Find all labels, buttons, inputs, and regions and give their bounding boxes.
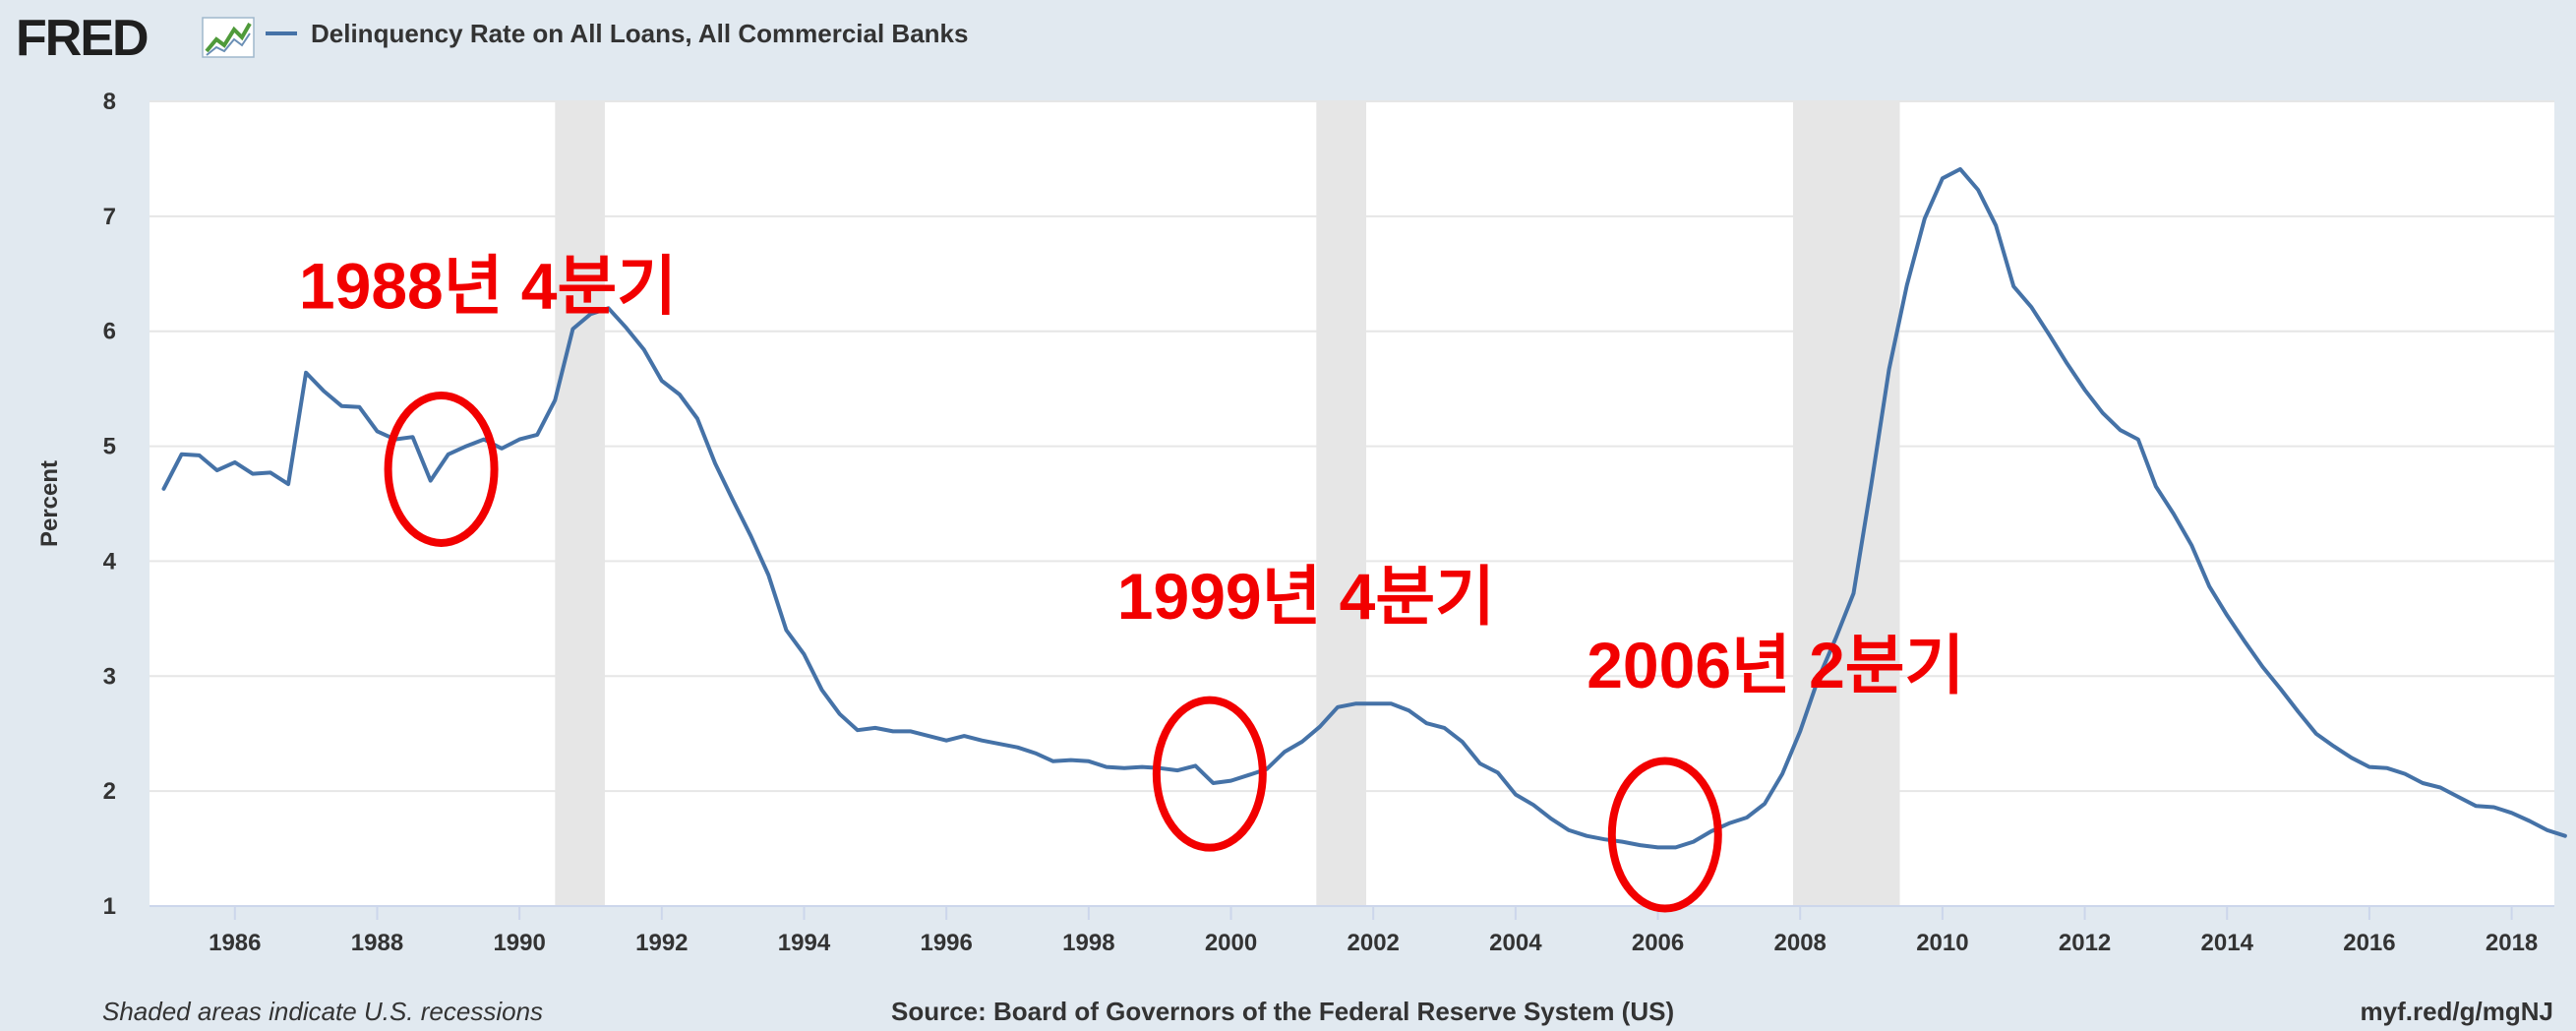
- recession-band: [1316, 101, 1366, 906]
- x-tick-label: 1992: [635, 930, 688, 956]
- series-layer: [161, 166, 2567, 850]
- x-tick-label: 1988: [351, 930, 403, 956]
- fred-logo-graph-icon: [202, 17, 255, 58]
- annotations: 1988년 4분기 1999년 4분기 2006년 2분기: [299, 249, 1964, 913]
- annotation-label: 1999년 4분기: [1117, 560, 1495, 633]
- recession-band: [555, 101, 605, 906]
- short-link[interactable]: myf.red/g/mgNJ: [2361, 997, 2554, 1026]
- legend: Delinquency Rate on All Loans, All Comme…: [266, 19, 968, 48]
- x-axis-ticks: 1986 1988 1990 1992 1994 1996 1998 2000 2002 2004…: [209, 906, 2538, 956]
- x-tick-label: 1998: [1062, 930, 1114, 956]
- y-axis-ticks: 1 2 3 4 5 6 7 8: [103, 89, 117, 920]
- x-tick-label: 1990: [493, 930, 545, 956]
- annotation-circle: [1607, 757, 1722, 913]
- y-tick-label: 2: [103, 778, 116, 805]
- x-tick-label: 1986: [209, 930, 261, 956]
- x-tick-label: 2010: [1916, 930, 1968, 956]
- fred-logo[interactable]: FRED: [16, 10, 255, 67]
- y-tick-label: 7: [103, 204, 116, 230]
- y-tick-label: 6: [103, 319, 116, 345]
- recession-band: [1792, 101, 1900, 906]
- recession-note: Shaded areas indicate U.S. recessions: [102, 997, 543, 1026]
- x-tick-label: 2006: [1632, 930, 1684, 956]
- annotation-label: 1988년 4분기: [299, 249, 677, 322]
- y-axis-label: Percent: [36, 460, 63, 547]
- annotation-label: 2006년 2분기: [1587, 629, 1964, 701]
- x-tick-label: 1994: [778, 930, 831, 956]
- x-tick-label: 2004: [1489, 930, 1542, 956]
- annotation-circle: [1152, 696, 1267, 852]
- x-tick-label: 2012: [2059, 930, 2111, 956]
- annotation-circle: [384, 391, 499, 547]
- y-tick-label: 3: [103, 663, 116, 690]
- source-text: Source: Board of Governors of the Federa…: [891, 997, 1674, 1026]
- y-tick-label: 1: [103, 893, 116, 920]
- x-tick-label: 2018: [2486, 930, 2538, 956]
- y-tick-label: 8: [103, 89, 116, 115]
- recession-bands: [555, 101, 1900, 906]
- y-tick-label: 4: [103, 548, 117, 575]
- x-tick-label: 2014: [2201, 930, 2254, 956]
- x-tick-label: 1996: [920, 930, 972, 956]
- x-tick-label: 2002: [1348, 930, 1400, 956]
- x-tick-label: 2000: [1205, 930, 1257, 956]
- series-line[interactable]: [161, 166, 2567, 850]
- fred-logo-text: FRED: [16, 10, 148, 67]
- x-tick-label: 2016: [2343, 930, 2395, 956]
- gridlines: [150, 100, 2554, 793]
- series-title[interactable]: Delinquency Rate on All Loans, All Comme…: [311, 19, 968, 48]
- x-tick-label: 2008: [1774, 930, 1827, 956]
- y-tick-label: 5: [103, 434, 116, 460]
